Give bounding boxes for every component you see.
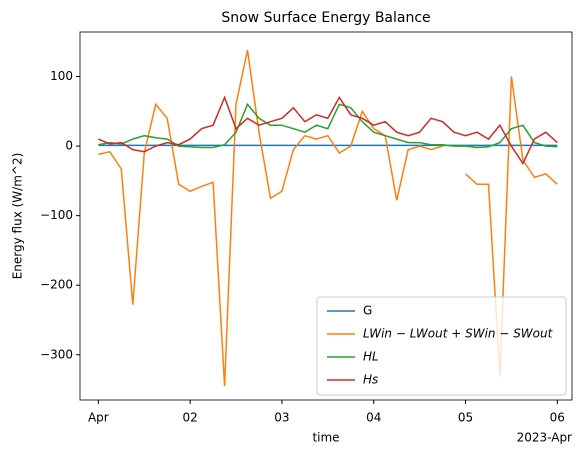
legend-label: LWin − LWout + SWin − SWout [363,327,554,341]
legend-label: G [363,304,372,318]
series-line [98,95,558,166]
x-offset-label: 2023-Apr [517,431,572,445]
x-tick-label: 03 [274,411,289,425]
y-tick-label: −100 [40,208,73,222]
x-tick-label: 02 [183,411,198,425]
series-line [98,102,558,149]
legend-label: HL [363,350,379,364]
y-tick-label: 100 [50,69,73,83]
y-tick-label: −300 [40,347,73,361]
x-tick-label: 05 [458,411,473,425]
chart-title: Snow Surface Energy Balance [221,10,430,26]
x-axis-label: time [312,431,339,445]
x-tick-label: Apr [88,411,109,425]
plot-frame [79,31,573,401]
legend-label: Hs [363,373,378,387]
y-tick-label: 0 [65,139,73,153]
y-axis-label: Energy flux (W/m^2) [11,153,25,280]
x-tick-label: 04 [366,411,381,425]
x-tick-label: 06 [550,411,565,425]
legend-box [316,296,567,396]
y-tick-label: −200 [40,278,73,292]
